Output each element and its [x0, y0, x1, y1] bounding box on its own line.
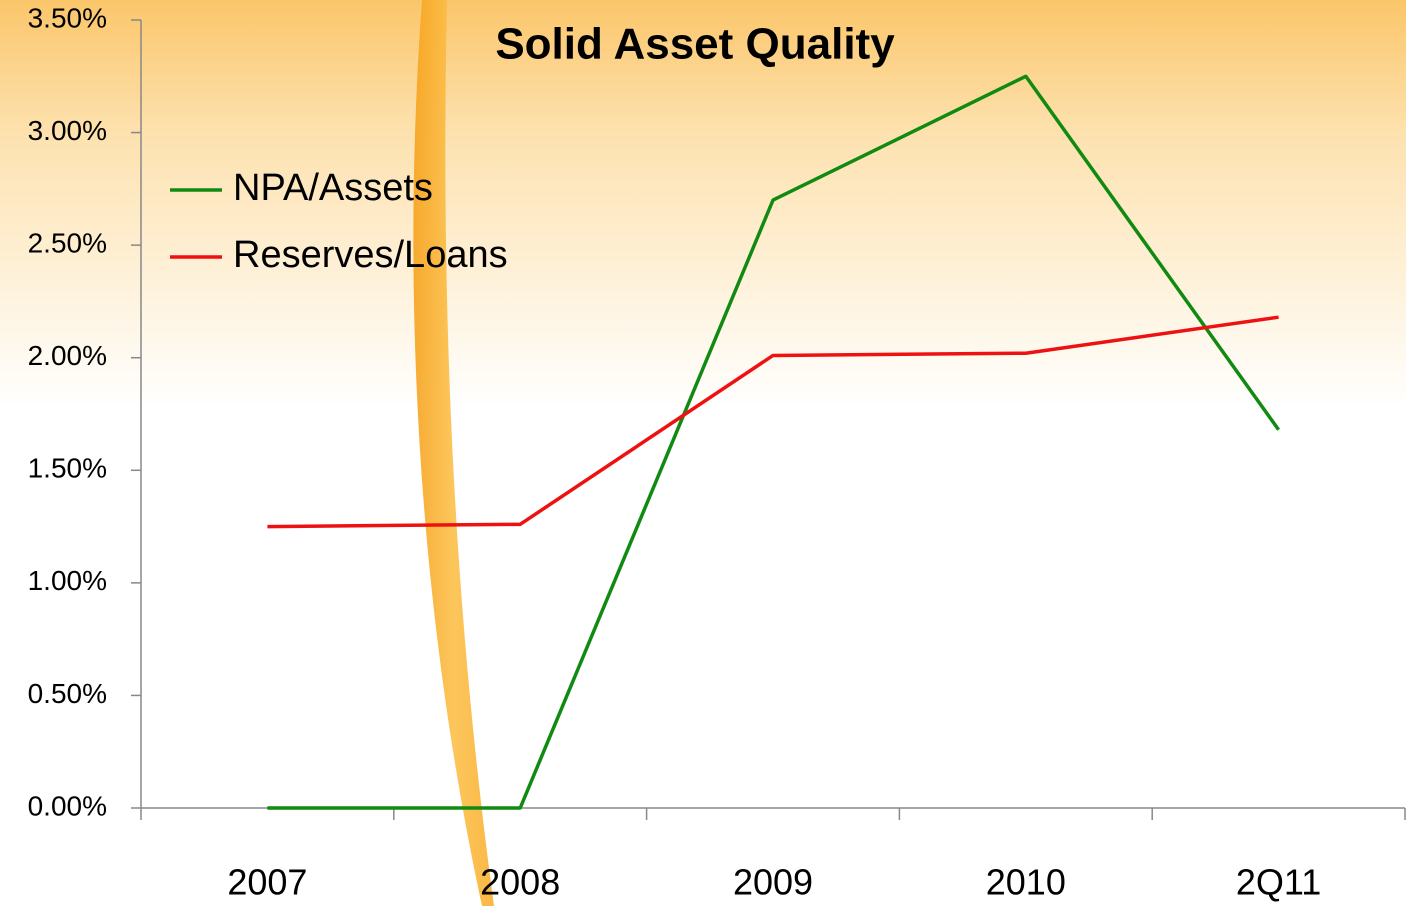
legend-label: NPA/Assets — [233, 167, 433, 209]
data-line — [267, 315, 1279, 529]
decorative-swoosh — [413, 0, 494, 906]
y-tick-label: 2.00% — [28, 340, 107, 371]
chart-title: Solid Asset Quality — [495, 20, 895, 69]
y-tick-label: 1.00% — [28, 565, 107, 596]
y-tick-label: 0.50% — [28, 678, 107, 709]
legend-label: Reserves/Loans — [233, 234, 508, 276]
data-line — [267, 74, 1281, 810]
x-tick-label: 2010 — [986, 862, 1066, 903]
x-tick-label: 2008 — [480, 862, 560, 903]
x-tick-label: 2009 — [733, 862, 813, 903]
y-tick-label: 3.50% — [28, 2, 107, 33]
x-tick-label: 2Q11 — [1236, 862, 1321, 903]
x-tick-label: 2007 — [227, 862, 307, 903]
y-tick-label: 0.00% — [28, 790, 107, 821]
y-tick-label: 1.50% — [28, 453, 107, 484]
y-tick-label: 3.00% — [28, 115, 107, 146]
y-tick-label: 2.50% — [28, 228, 107, 259]
